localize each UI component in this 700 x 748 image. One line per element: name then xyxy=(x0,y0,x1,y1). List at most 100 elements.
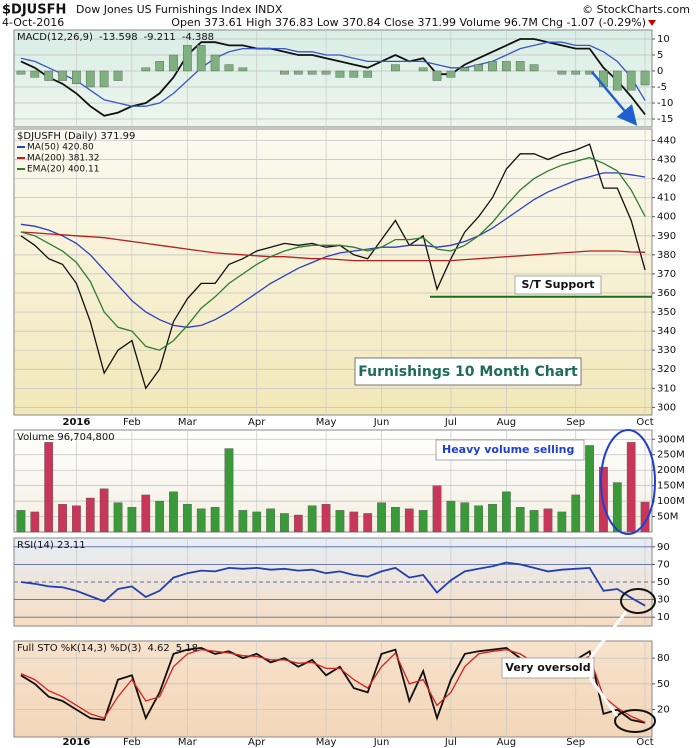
y-tick-label: 300 xyxy=(657,402,676,413)
bar xyxy=(502,491,511,533)
bar xyxy=(196,508,206,533)
series-line xyxy=(20,231,646,262)
bar xyxy=(446,70,456,78)
y-tick-label: 310 xyxy=(657,383,676,394)
bar xyxy=(571,70,581,75)
bar xyxy=(460,502,470,533)
support-label: S/T Support xyxy=(521,278,594,291)
x-tick-label: Feb xyxy=(123,737,141,748)
overlay xyxy=(588,71,656,733)
legend-entry: RSI(14) 23.11 xyxy=(17,540,86,551)
support-box xyxy=(514,275,602,295)
bar xyxy=(113,70,123,81)
bar xyxy=(474,64,483,72)
bar xyxy=(626,70,636,91)
y-tick-label: 70 xyxy=(657,559,670,570)
oversold-box xyxy=(501,657,595,679)
bar xyxy=(183,503,192,533)
legend-entry: $DJUSFH (Daily) 371.99 xyxy=(17,131,135,142)
bar xyxy=(529,510,539,533)
bar xyxy=(404,508,414,533)
bar xyxy=(280,70,289,75)
bar xyxy=(210,507,220,533)
x-tick-label: Apr xyxy=(248,737,266,748)
panel-label: Full STO %K(14,3) %D(3) xyxy=(17,643,142,654)
bar xyxy=(238,67,248,72)
y-tick-label: 50 xyxy=(657,577,670,588)
bar xyxy=(488,503,497,533)
x-tick-label: Aug xyxy=(497,417,517,428)
volume-note: Heavy volume selling xyxy=(442,443,574,456)
y-tick-label: 380 xyxy=(657,250,676,261)
panel-label: MACD(12,26,9) xyxy=(17,32,93,43)
volume-box xyxy=(435,439,585,461)
bar xyxy=(557,511,567,533)
bar xyxy=(363,513,373,533)
legend-entry: MA(50) 420.80 xyxy=(27,143,94,153)
bar xyxy=(30,511,40,533)
bar xyxy=(169,491,178,533)
bar xyxy=(85,70,95,88)
y-tick-label: 420 xyxy=(657,174,676,185)
bar xyxy=(113,502,123,533)
y-tick-label: 340 xyxy=(657,326,676,337)
bar xyxy=(141,494,151,533)
oversold-note: Very oversold xyxy=(505,661,590,674)
bar xyxy=(293,70,303,75)
y-tick-label: 400 xyxy=(657,212,676,223)
bar xyxy=(612,482,622,533)
bar xyxy=(307,70,317,75)
y-tick-label: 0 xyxy=(657,66,663,77)
bar xyxy=(432,485,442,533)
bar xyxy=(210,54,220,72)
x-tick-label: Oct xyxy=(636,417,653,428)
y-tick-label: 360 xyxy=(657,288,676,299)
bar xyxy=(58,70,67,81)
bar xyxy=(321,503,331,533)
bar xyxy=(293,514,303,533)
x-tick-label: 2016 xyxy=(62,737,90,748)
legend-entry: -13.598 xyxy=(99,32,138,43)
x-tick-label: Apr xyxy=(248,417,266,428)
volume-ellipse xyxy=(600,429,656,535)
bar xyxy=(16,510,26,533)
y-tick-label: 410 xyxy=(657,193,676,204)
x-tick-label: May xyxy=(316,737,337,748)
y-tick-label: 350 xyxy=(657,307,676,318)
date: 4-Oct-2016 xyxy=(2,16,64,29)
x-tick-label: Sep xyxy=(566,417,585,428)
y-tick-label: 430 xyxy=(657,155,676,166)
bar xyxy=(44,442,54,533)
bar xyxy=(72,505,81,533)
index-name: Dow Jones US Furnishings Index INDX xyxy=(76,3,283,16)
y-tick-label: -10 xyxy=(657,98,673,109)
series-line xyxy=(20,561,646,607)
bar xyxy=(543,508,553,533)
y-tick-label: 200M xyxy=(657,465,685,476)
bar xyxy=(141,67,151,72)
y-tick-label: 370 xyxy=(657,269,676,280)
y-tick-label: 30 xyxy=(657,595,670,606)
x-tick-label: Sep xyxy=(566,737,585,748)
y-tick-label: 10 xyxy=(657,612,670,623)
y-tick-label: 90 xyxy=(657,542,670,553)
bar xyxy=(321,70,331,75)
legend-entry: 5.18 xyxy=(176,643,198,654)
bar xyxy=(72,70,81,84)
bar xyxy=(224,64,234,72)
quote: Open 373.61 High 376.83 Low 370.84 Close… xyxy=(171,16,646,29)
y-tick-label: 150M xyxy=(657,481,685,492)
y-tick-label: 250M xyxy=(657,450,685,461)
series-line xyxy=(20,172,646,328)
bar xyxy=(99,488,109,533)
y-tick-label: 5 xyxy=(657,50,663,61)
y-tick-label: -15 xyxy=(657,114,673,125)
bar xyxy=(16,70,26,75)
bar xyxy=(474,505,483,533)
sto-circle xyxy=(614,709,656,733)
bar xyxy=(418,510,428,533)
x-tick-label: Mar xyxy=(178,417,198,428)
y-tick-label: 440 xyxy=(657,135,676,146)
bar xyxy=(349,70,359,78)
